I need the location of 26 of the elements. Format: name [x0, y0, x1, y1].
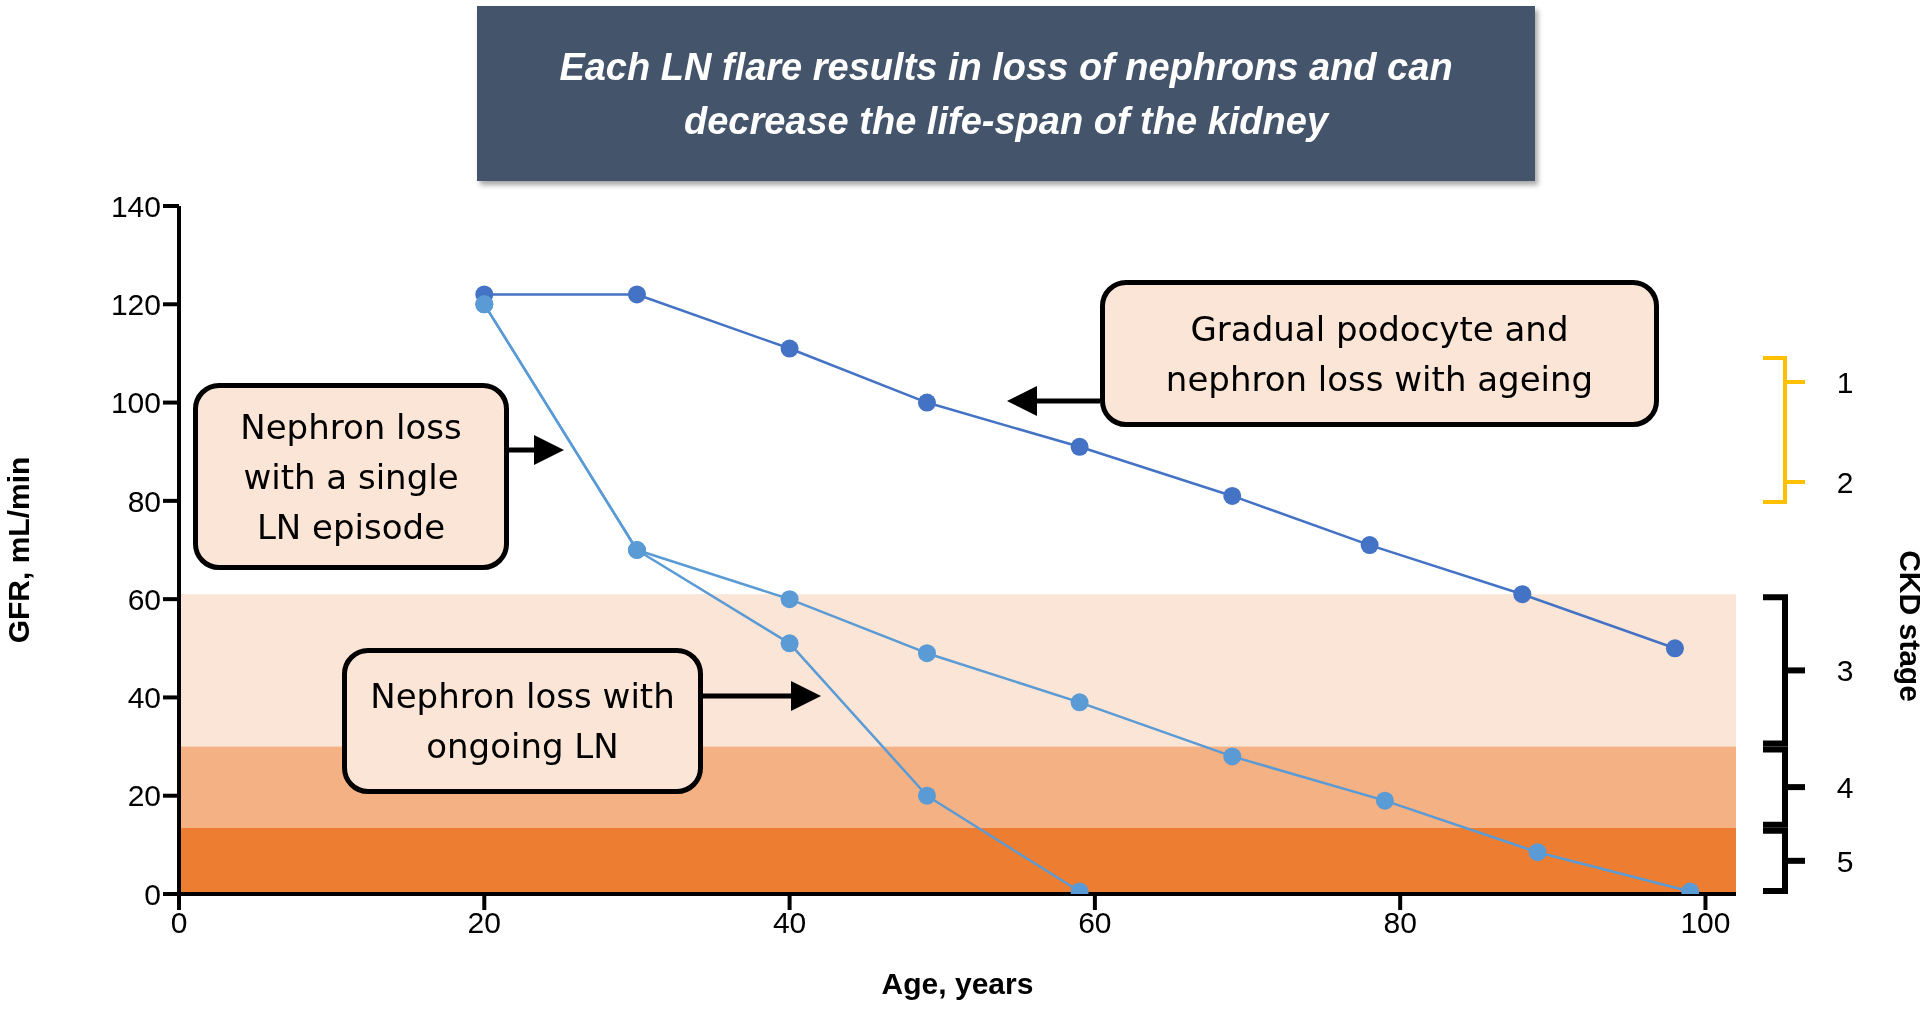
- y-tick-label: 100: [110, 386, 161, 420]
- y-tick-label: 140: [110, 189, 161, 223]
- x-axis-title: Age, years: [881, 967, 1034, 1000]
- x-tick-label: 100: [1680, 906, 1731, 940]
- y-tick-label: 0: [144, 877, 161, 911]
- y-axis-title: GFR, mL/min: [1, 456, 35, 644]
- y-tick-label: 80: [127, 484, 161, 518]
- text: 3: [1836, 654, 1854, 688]
- callout: Nephron loss with ongoing LN: [342, 648, 703, 794]
- x-tick-label: 20: [467, 906, 501, 940]
- y-tick-label: 20: [127, 779, 161, 813]
- callout: Nephron loss with a single LN episode: [193, 383, 509, 570]
- text: 1: [1836, 366, 1854, 399]
- text: 4: [1836, 771, 1854, 805]
- chart-title: Each LN flare results in loss of nephrons and can decrease the life-span of the kidney: [558, 44, 1454, 144]
- x-tick-label: 60: [1078, 906, 1112, 940]
- x-tick-label: 80: [1383, 906, 1417, 940]
- y-tick-label: 120: [110, 287, 161, 321]
- x-tick-label: 0: [170, 906, 188, 940]
- callout: Gradual podocyte and nephron loss with ageing: [1100, 280, 1659, 427]
- x-tick-label: 40: [772, 906, 807, 940]
- y-tick-label: 40: [127, 681, 161, 715]
- text: 5: [1836, 844, 1854, 878]
- text: 2: [1836, 466, 1854, 499]
- y-tick-label: 60: [127, 582, 161, 616]
- text: CKD stage: [1894, 550, 1927, 702]
